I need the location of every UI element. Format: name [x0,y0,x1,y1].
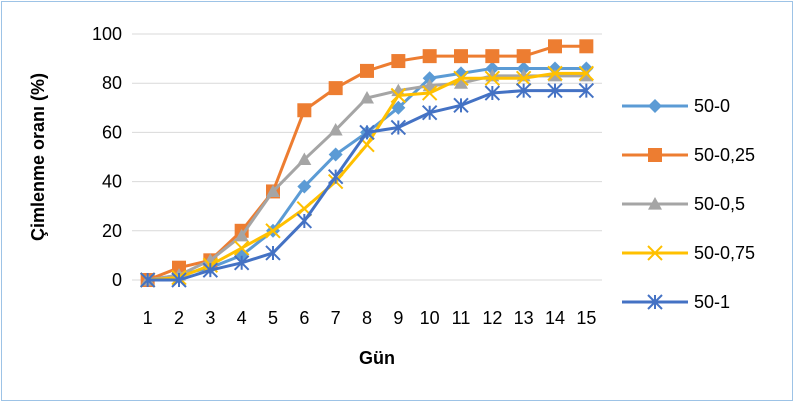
data-point-x [265,223,281,239]
y-tick-label: 40 [102,172,122,192]
data-point-star [296,213,313,229]
series-5 [139,82,595,288]
series-3 [140,68,594,286]
x-axis-ticks: 1 2 3 4 5 6 7 8 9 10 11 12 13 14 15 [143,308,597,328]
data-point-square [328,81,343,96]
y-axis-title: Çimlenme oranı (%) [28,73,48,241]
series-group [139,39,595,288]
data-point-square [548,39,562,54]
x-tick-label: 10 [420,308,440,328]
data-point-square [648,148,662,162]
data-point-star [202,262,219,278]
y-axis-ticks: 0 20 40 60 80 100 [92,24,122,290]
data-point-x [453,70,469,86]
legend-label: 50-0,75 [694,243,755,263]
x-tick-label: 13 [514,308,534,328]
x-tick-label: 1 [143,308,153,328]
y-tick-label: 80 [102,73,122,93]
series-line [147,89,587,282]
data-point-star [233,255,250,271]
data-point-triangle [297,152,312,166]
data-point-square [172,260,186,275]
x-tick-label: 8 [362,308,372,328]
x-tick-label: 2 [174,308,184,328]
x-tick-label: 7 [331,308,341,328]
data-point-square [360,63,374,78]
x-axis-title: Gün [359,348,395,368]
x-tick-label: 4 [237,308,247,328]
data-point-x [390,87,407,104]
data-point-square [516,49,531,64]
data-point-triangle [328,122,343,136]
legend-item: 50-0 [622,96,730,116]
gridlines [132,33,602,281]
legend-item: 50-1 [622,292,730,312]
data-point-x [647,245,663,261]
data-point-triangle [266,184,280,198]
data-point-x [233,240,250,256]
data-point-square [391,54,406,69]
data-point-diamond [328,147,343,162]
x-tick-label: 14 [545,308,565,328]
legend: 50-0 50-0,25 50-0,5 50-0,75 50-1 [622,96,755,312]
data-point-triangle [454,76,468,89]
y-tick-label: 60 [102,122,122,142]
data-point-diamond [297,179,312,194]
data-point-star [547,82,563,99]
legend-label: 50-0,25 [694,145,755,165]
data-point-star [421,105,438,121]
data-point-star [265,245,281,261]
legend-item: 50-0,25 [622,145,755,165]
data-point-x [578,65,595,82]
legend-label: 50-0,5 [694,194,745,214]
x-tick-label: 11 [452,308,471,328]
data-point-star [578,82,595,99]
legend-item: 50-0,5 [622,194,745,214]
x-tick-label: 5 [268,308,278,328]
legend-label: 50-0 [694,96,730,116]
y-tick-label: 20 [102,221,122,241]
data-point-triangle [422,78,437,92]
y-tick-label: 0 [112,270,122,290]
data-point-triangle [360,90,374,104]
legend-label: 50-1 [694,292,730,312]
x-tick-label: 12 [482,308,502,328]
data-point-triangle [234,228,249,242]
x-tick-label: 9 [393,308,403,328]
data-point-square [297,103,312,118]
data-point-x [421,85,438,101]
y-tick-label: 100 [92,24,122,44]
data-point-square [485,49,500,64]
data-point-x [484,70,501,86]
data-point-star [453,97,469,114]
data-point-x [515,70,532,86]
data-point-square [422,49,437,64]
data-point-star [327,168,344,185]
data-point-star [390,119,407,136]
data-point-diamond [391,100,406,115]
data-point-star [171,272,187,288]
data-point-diamond [485,61,500,76]
data-point-diamond [422,71,437,86]
data-point-x [547,65,563,82]
data-point-diamond [516,61,531,76]
data-point-star [484,85,501,101]
series-line [147,74,587,282]
data-point-diamond [648,99,662,113]
data-point-square [579,39,594,54]
legend-item: 50-0,75 [622,243,755,263]
data-point-triangle [648,197,662,210]
x-tick-label: 3 [205,308,215,328]
x-tick-label: 6 [299,308,309,328]
x-tick-label: 15 [576,308,596,328]
data-point-star [647,294,663,310]
data-point-star [515,82,532,99]
data-point-star [359,124,375,141]
data-point-star [139,272,156,288]
data-point-square [454,49,468,64]
series-line [147,71,587,282]
